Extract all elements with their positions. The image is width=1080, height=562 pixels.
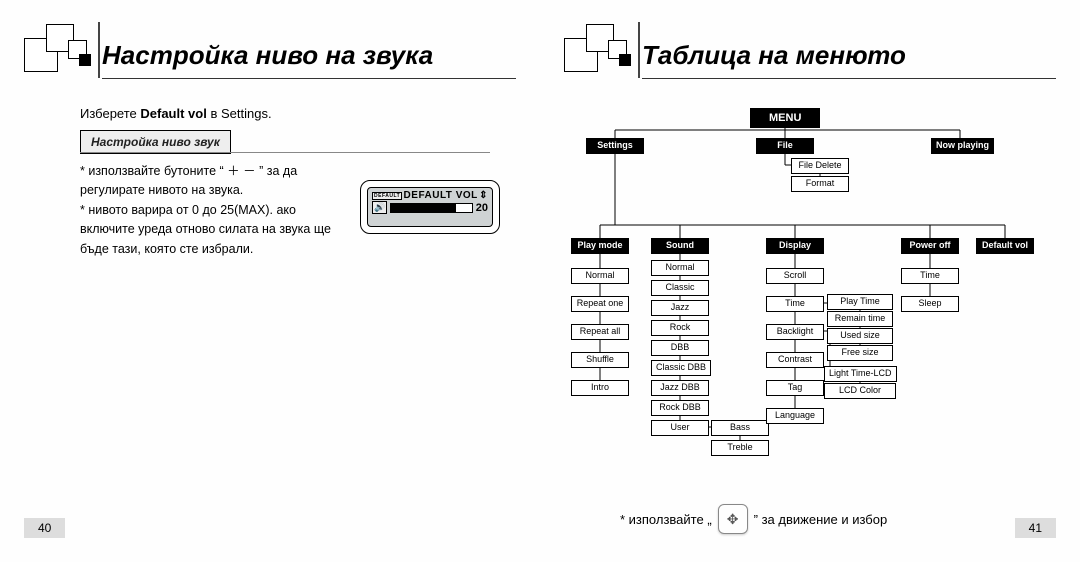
right-title: Таблица на менюто: [642, 40, 906, 71]
tree-node: Shuffle: [571, 352, 629, 368]
tree-node: Backlight: [766, 324, 824, 340]
tree-node: Classic DBB: [651, 360, 711, 376]
tree-node: Rock: [651, 320, 709, 336]
nav-dpad-icon: ✥: [718, 504, 748, 534]
tree-node: Sleep: [901, 296, 959, 312]
tree-node: Intro: [571, 380, 629, 396]
tree-node: Normal: [571, 268, 629, 284]
lcd-arrow-icon: ⇕: [479, 190, 488, 201]
right-heading: Таблица на менюто: [564, 22, 1056, 80]
lcd-speaker-icon: 🔊: [372, 201, 387, 214]
lcd-title: DEFAULT VOL: [404, 190, 478, 201]
tree-node: MENU: [750, 108, 820, 128]
tree-node: Normal: [651, 260, 709, 276]
lcd-volume-value: 20: [476, 202, 488, 214]
footer-prefix: * използвайте „: [620, 512, 712, 527]
tree-node: DBB: [651, 340, 709, 356]
footer-suffix: ” за движение и избор: [754, 512, 888, 527]
section-rule: [80, 152, 490, 153]
tree-node: Bass: [711, 420, 769, 436]
tree-node: Format: [791, 176, 849, 192]
tree-node: User: [651, 420, 709, 436]
page-number-right: 41: [1015, 518, 1056, 538]
tree-node: Display: [766, 238, 824, 254]
page-number-left: 40: [24, 518, 65, 538]
tree-node: Sound: [651, 238, 709, 254]
device-lcd: DEFAULT DEFAULT VOL ⇕ 🔊 20: [360, 180, 500, 234]
tree-node: Jazz: [651, 300, 709, 316]
tree-node: Settings: [586, 138, 644, 154]
tree-node: Repeat one: [571, 296, 629, 312]
tree-node: Free size: [827, 345, 893, 361]
tree-node: Jazz DBB: [651, 380, 709, 396]
description-text: * използвайте бутоните “ ＋ － ” за да рег…: [80, 162, 340, 259]
tree-node: Remain time: [827, 311, 893, 327]
tree-node: Scroll: [766, 268, 824, 284]
tree-node: Classic: [651, 280, 709, 296]
tree-node: Time: [901, 268, 959, 284]
tree-node: Treble: [711, 440, 769, 456]
lcd-volume-bar: [390, 203, 473, 213]
tree-node: Rock DBB: [651, 400, 709, 416]
tree-node: Language: [766, 408, 824, 424]
page-spread: Настройка ниво на звука Изберете Default…: [0, 0, 1080, 562]
intro-line: Изберете Default vol в Settings.: [80, 106, 272, 121]
menu-tree: MENU Settings File Now playing File Delete Fo…: [560, 108, 1064, 498]
tree-node: Play Time: [827, 294, 893, 310]
right-footer-note: * използвайте „ ✥ ” за движение и избор: [620, 504, 887, 534]
tree-node: Time: [766, 296, 824, 312]
section-tab: Настройка ниво звук: [80, 130, 231, 154]
intro-suffix: в Settings.: [207, 106, 272, 121]
tree-node: Used size: [827, 328, 893, 344]
tree-node: Now playing: [931, 138, 994, 154]
tree-node: Light Time-LCD: [824, 366, 897, 382]
tree-node: LCD Color: [824, 383, 896, 399]
intro-bold: Default vol: [140, 106, 206, 121]
left-title: Настройка ниво на звука: [102, 40, 433, 71]
tree-node: File: [756, 138, 814, 154]
left-heading: Настройка ниво на звука: [24, 22, 516, 80]
tree-node: Tag: [766, 380, 824, 396]
tree-node: Power off: [901, 238, 959, 254]
tree-node: Default vol: [976, 238, 1034, 254]
tree-node: Repeat all: [571, 324, 629, 340]
tree-node: Contrast: [766, 352, 824, 368]
tree-node: File Delete: [791, 158, 849, 174]
left-page: Настройка ниво на звука Изберете Default…: [0, 0, 540, 562]
lcd-default-icon: DEFAULT: [372, 192, 402, 200]
intro-prefix: Изберете: [80, 106, 140, 121]
tree-node: Play mode: [571, 238, 629, 254]
